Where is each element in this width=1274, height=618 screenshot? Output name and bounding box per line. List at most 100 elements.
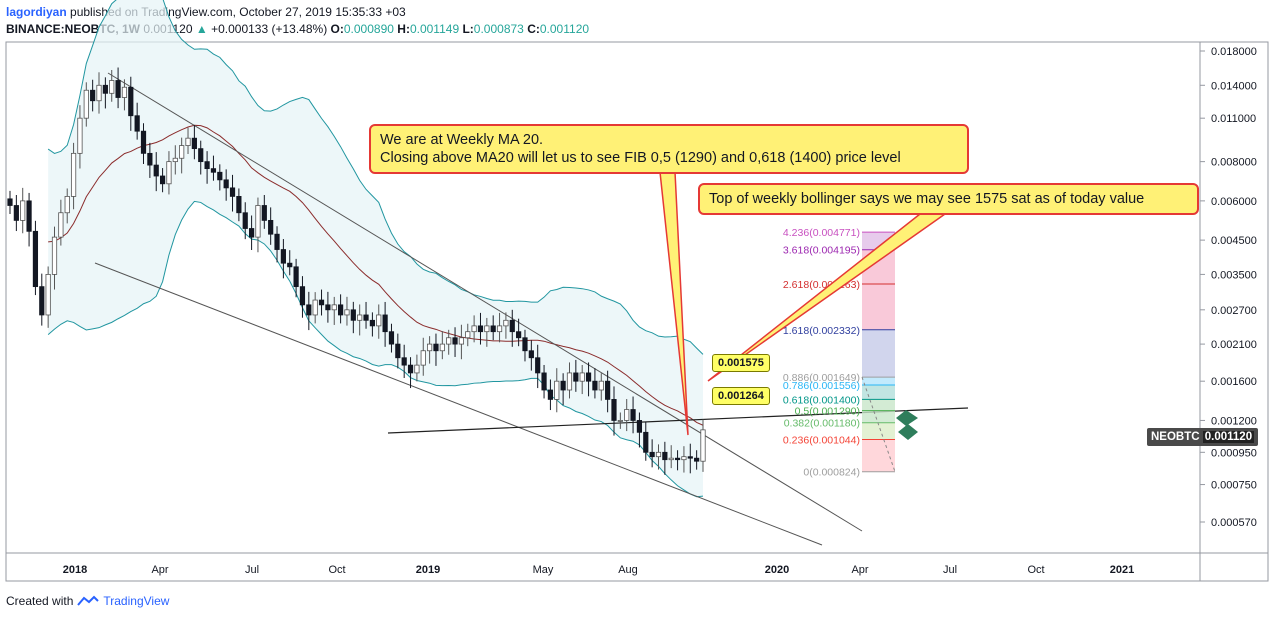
ma20-callout-text: We are at Weekly MA 20. Closing above MA… bbox=[380, 132, 901, 166]
candle-body bbox=[554, 380, 560, 400]
candle-body bbox=[465, 331, 471, 339]
fib-zone bbox=[862, 439, 895, 472]
candle-body bbox=[471, 325, 477, 333]
time-tick-label: May bbox=[533, 564, 554, 576]
candle-body bbox=[312, 299, 318, 316]
callout-pointers bbox=[659, 171, 946, 440]
candle-body bbox=[134, 115, 140, 132]
candle-body bbox=[401, 357, 407, 366]
candle-body bbox=[109, 80, 115, 94]
candle-body bbox=[293, 266, 299, 288]
bollinger-bands bbox=[47, 0, 704, 498]
candle-body bbox=[179, 145, 185, 159]
candle-body bbox=[649, 451, 655, 458]
candle-body bbox=[624, 409, 630, 421]
bollinger-callout[interactable]: Top of weekly bollinger says we may see … bbox=[698, 183, 1199, 215]
bollinger-lower-line[interactable] bbox=[47, 200, 704, 498]
candle-body bbox=[395, 343, 401, 359]
candle-body bbox=[611, 399, 617, 421]
candle-body bbox=[674, 457, 681, 461]
candle-body bbox=[598, 380, 604, 391]
open-label: O: bbox=[330, 22, 344, 36]
candle-body bbox=[636, 420, 643, 433]
candle-body bbox=[560, 380, 566, 391]
fib-zone bbox=[862, 283, 895, 330]
last-price-symbol: NEOBTC bbox=[1151, 431, 1200, 443]
candle-body bbox=[51, 236, 58, 275]
fib-extension[interactable]: 4.236(0.004771)3.618(0.004195)2.618(0.00… bbox=[783, 227, 896, 479]
candle-body bbox=[617, 420, 623, 422]
price-tag-lower[interactable]: 0.001264 bbox=[712, 387, 770, 405]
candle-body bbox=[191, 137, 197, 150]
price-tag-upper[interactable]: 0.001575 bbox=[712, 354, 770, 372]
candle-body bbox=[159, 175, 166, 185]
price-tick-label: 0.006000 bbox=[1211, 196, 1257, 208]
bollinger-upper-line[interactable] bbox=[47, 0, 704, 355]
candle-body bbox=[318, 299, 325, 306]
candle-body bbox=[102, 84, 108, 94]
candle-body bbox=[32, 230, 39, 288]
time-tick-label: Oct bbox=[328, 564, 345, 576]
candle-body bbox=[299, 286, 306, 306]
candle-body bbox=[140, 130, 147, 154]
candle-body bbox=[477, 325, 484, 333]
arrow-left-icon bbox=[898, 424, 918, 440]
price-tick-label: 0.011000 bbox=[1211, 113, 1256, 125]
candle-body bbox=[268, 219, 274, 235]
upper-trendline[interactable] bbox=[107, 72, 863, 532]
price-axis[interactable]: 0.018000 0.014000 0.011000 0.008000 0.006000… bbox=[1200, 46, 1257, 529]
author-name[interactable]: lagordiyan bbox=[6, 5, 67, 19]
candle-body bbox=[153, 164, 159, 177]
candle-body bbox=[128, 86, 134, 117]
low-value: 0.000873 bbox=[473, 22, 524, 36]
low-label: L: bbox=[462, 22, 474, 36]
candle-body bbox=[490, 325, 496, 333]
candlesticks bbox=[7, 67, 706, 475]
candle-body bbox=[376, 314, 382, 327]
price-tick-label: 0.008000 bbox=[1211, 157, 1257, 169]
candle-body bbox=[166, 161, 172, 185]
ma20-line[interactable] bbox=[48, 124, 704, 426]
price-tick-label: 0.014000 bbox=[1211, 80, 1257, 92]
candle-body bbox=[605, 380, 611, 400]
candle-body bbox=[509, 319, 515, 333]
fib-level-label: 1.618(0.002332) bbox=[783, 325, 860, 337]
time-tick-label: Apr bbox=[151, 564, 168, 576]
fib-level-label: 0.886(0.001649) bbox=[783, 372, 860, 384]
fib-level-label: 0.5(0.001290) bbox=[795, 406, 860, 418]
last-price-value: 0.001120 bbox=[1202, 431, 1255, 443]
arrow-left-icon bbox=[896, 410, 918, 426]
lower-trendline[interactable] bbox=[94, 262, 823, 546]
candle-body bbox=[700, 429, 706, 462]
candle-body bbox=[484, 325, 490, 333]
fib-zone bbox=[862, 377, 895, 385]
candle-body bbox=[662, 451, 668, 461]
ma20-callout[interactable]: We are at Weekly MA 20. Closing above MA… bbox=[369, 124, 969, 174]
candle-body bbox=[64, 196, 70, 214]
candle-body bbox=[388, 331, 395, 345]
time-tick-label: Apr bbox=[851, 564, 868, 576]
fib-zone bbox=[862, 410, 895, 423]
candle-body bbox=[547, 389, 554, 400]
fib-level-label: 4.236(0.004771) bbox=[783, 227, 860, 239]
tradingview-link[interactable]: TradingView bbox=[103, 594, 170, 608]
candle-body bbox=[566, 372, 573, 391]
candle-body bbox=[592, 380, 598, 391]
candle-body bbox=[280, 249, 286, 264]
footer: Created with TradingView bbox=[6, 594, 169, 608]
close-value: 0.001120 bbox=[539, 22, 590, 36]
candle-body bbox=[496, 325, 503, 333]
price-tick-label: 0.018000 bbox=[1211, 46, 1257, 58]
candle-body bbox=[522, 337, 528, 352]
candle-body bbox=[407, 364, 414, 374]
candle-body bbox=[229, 187, 236, 197]
time-axis[interactable]: 2018 Apr Jul Oct 2019 May Aug 2020 Apr Jul Oct 2021 bbox=[63, 564, 1134, 576]
candle-body bbox=[503, 319, 509, 327]
bollinger-fill bbox=[48, 0, 703, 497]
candle-body bbox=[331, 304, 337, 311]
tradingview-logo-icon bbox=[77, 595, 100, 606]
candle-body bbox=[338, 304, 344, 316]
candle-body bbox=[223, 179, 229, 189]
price-tick-label: 0.002100 bbox=[1211, 339, 1257, 351]
